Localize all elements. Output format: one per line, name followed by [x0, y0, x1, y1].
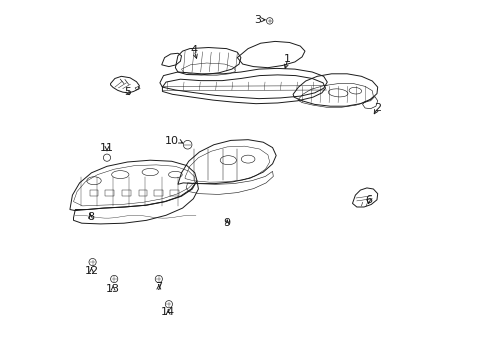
Text: 12: 12	[84, 266, 99, 276]
Text: 9: 9	[223, 218, 230, 228]
Text: 5: 5	[124, 87, 131, 97]
Text: 1: 1	[284, 54, 291, 64]
Text: 3: 3	[253, 15, 260, 25]
Text: 10: 10	[164, 136, 179, 146]
Text: 6: 6	[365, 195, 371, 205]
Text: 7: 7	[155, 282, 162, 292]
Text: 14: 14	[161, 307, 175, 318]
Text: 11: 11	[100, 143, 114, 153]
Text: 8: 8	[87, 212, 94, 222]
Text: 4: 4	[190, 45, 197, 55]
Text: 13: 13	[106, 284, 120, 294]
Text: 2: 2	[373, 103, 381, 113]
